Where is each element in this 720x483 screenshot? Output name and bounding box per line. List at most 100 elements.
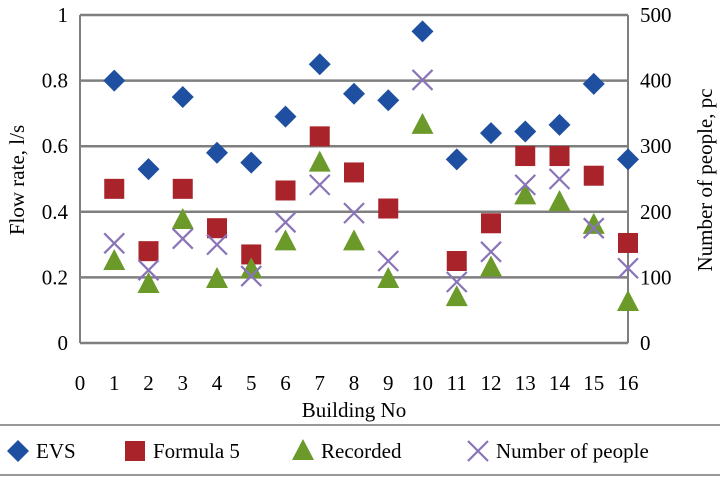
x-tick-label: 4 [212, 371, 223, 395]
data-point [548, 113, 571, 136]
data-point [377, 89, 400, 112]
data-point [274, 211, 297, 234]
data-point [617, 148, 639, 171]
data-point [343, 202, 365, 224]
data-point [582, 212, 605, 234]
x-stroke [240, 265, 263, 287]
data-point [171, 208, 194, 229]
data-point [206, 233, 228, 256]
y2-axis-label: Number of people, pc [693, 88, 717, 271]
data-point [446, 251, 467, 271]
data-point [480, 255, 502, 277]
data-point [103, 249, 126, 270]
x-tick-label: 0 [75, 371, 86, 395]
x-stroke [308, 174, 331, 196]
data-point [480, 241, 502, 263]
data-point [480, 122, 502, 145]
data-point [583, 165, 604, 186]
x-tick-label: 3 [178, 371, 189, 395]
y-tick-label: 0.6 [42, 134, 68, 158]
legend-marker-square [125, 441, 145, 461]
data-point [240, 151, 263, 174]
data-point [549, 146, 570, 167]
data-point [445, 271, 468, 293]
y2-tick-label: 400 [640, 69, 672, 93]
x-tick-label: 16 [618, 371, 639, 395]
data-point [617, 290, 639, 311]
x-tick-label: 9 [383, 371, 394, 395]
y-axis-label: Flow rate, l/s [5, 125, 29, 235]
data-point [514, 174, 537, 196]
legend: EVS Formula 5 Recorded Number of people [7, 439, 649, 463]
legend-label: Formula 5 [153, 439, 240, 463]
data-point [137, 259, 160, 281]
legend-item: Number of people [467, 439, 649, 463]
data-point [138, 241, 159, 262]
y2-tick-label: 0 [640, 331, 651, 355]
x-stroke [617, 257, 639, 279]
legend-marker-triangle [292, 439, 314, 460]
legend-marker-diamond [7, 440, 29, 462]
data-point [618, 232, 638, 253]
data-point [207, 218, 227, 239]
data-point [309, 126, 330, 147]
x-axis-label: Building No [302, 398, 406, 422]
legend-label: Recorded [321, 439, 402, 463]
legend-label: Number of people [496, 439, 649, 463]
x-stroke [206, 233, 228, 256]
data-point [240, 257, 263, 279]
y-tick-label: 0.4 [42, 200, 69, 224]
y2-tick-label: 100 [640, 265, 672, 289]
data-point [411, 69, 434, 91]
data-point [344, 162, 364, 183]
data-point [274, 105, 297, 128]
x-tick-label: 12 [481, 371, 502, 395]
data-point [275, 180, 296, 201]
data-point [515, 146, 536, 167]
data-point [171, 86, 194, 108]
data-point [377, 250, 400, 272]
data-point [582, 72, 605, 95]
x-tick-label: 15 [583, 371, 604, 395]
x-tick-label: 14 [549, 371, 571, 395]
x-stroke [343, 202, 365, 224]
data-point [617, 257, 639, 279]
data-point [308, 53, 331, 76]
y-tick-label: 1 [58, 3, 69, 27]
x-tick-label: 1 [109, 371, 120, 395]
data-point [378, 198, 399, 219]
data-point [411, 112, 434, 134]
x-stroke [171, 227, 194, 250]
series-recorded [103, 112, 639, 311]
data-point [137, 271, 160, 293]
x-stroke [480, 241, 502, 263]
x-stroke [445, 271, 468, 293]
x-stroke [514, 174, 537, 196]
data-point [481, 213, 501, 234]
data-point [241, 244, 262, 265]
x-stroke [377, 250, 400, 272]
data-point [514, 183, 537, 205]
data-point [548, 189, 571, 211]
data-point [274, 229, 297, 251]
x-stroke [103, 232, 126, 255]
y2-tick-label: 500 [640, 3, 672, 27]
series-formula-5 [104, 126, 638, 271]
data-point [171, 227, 194, 250]
x-stroke [582, 217, 605, 239]
y-tick-label: 0.8 [42, 69, 68, 93]
data-point [582, 217, 605, 239]
data-point [172, 178, 193, 199]
data-point [343, 82, 365, 105]
data-point [103, 69, 126, 92]
x-tick-label: 11 [447, 371, 467, 395]
data-marks [103, 20, 639, 311]
data-point [308, 150, 331, 172]
legend-label: EVS [36, 439, 76, 463]
data-point [548, 168, 571, 190]
data-point [137, 158, 160, 181]
data-point [445, 285, 468, 307]
data-point [411, 20, 434, 43]
x-tick-label: 7 [315, 371, 326, 395]
